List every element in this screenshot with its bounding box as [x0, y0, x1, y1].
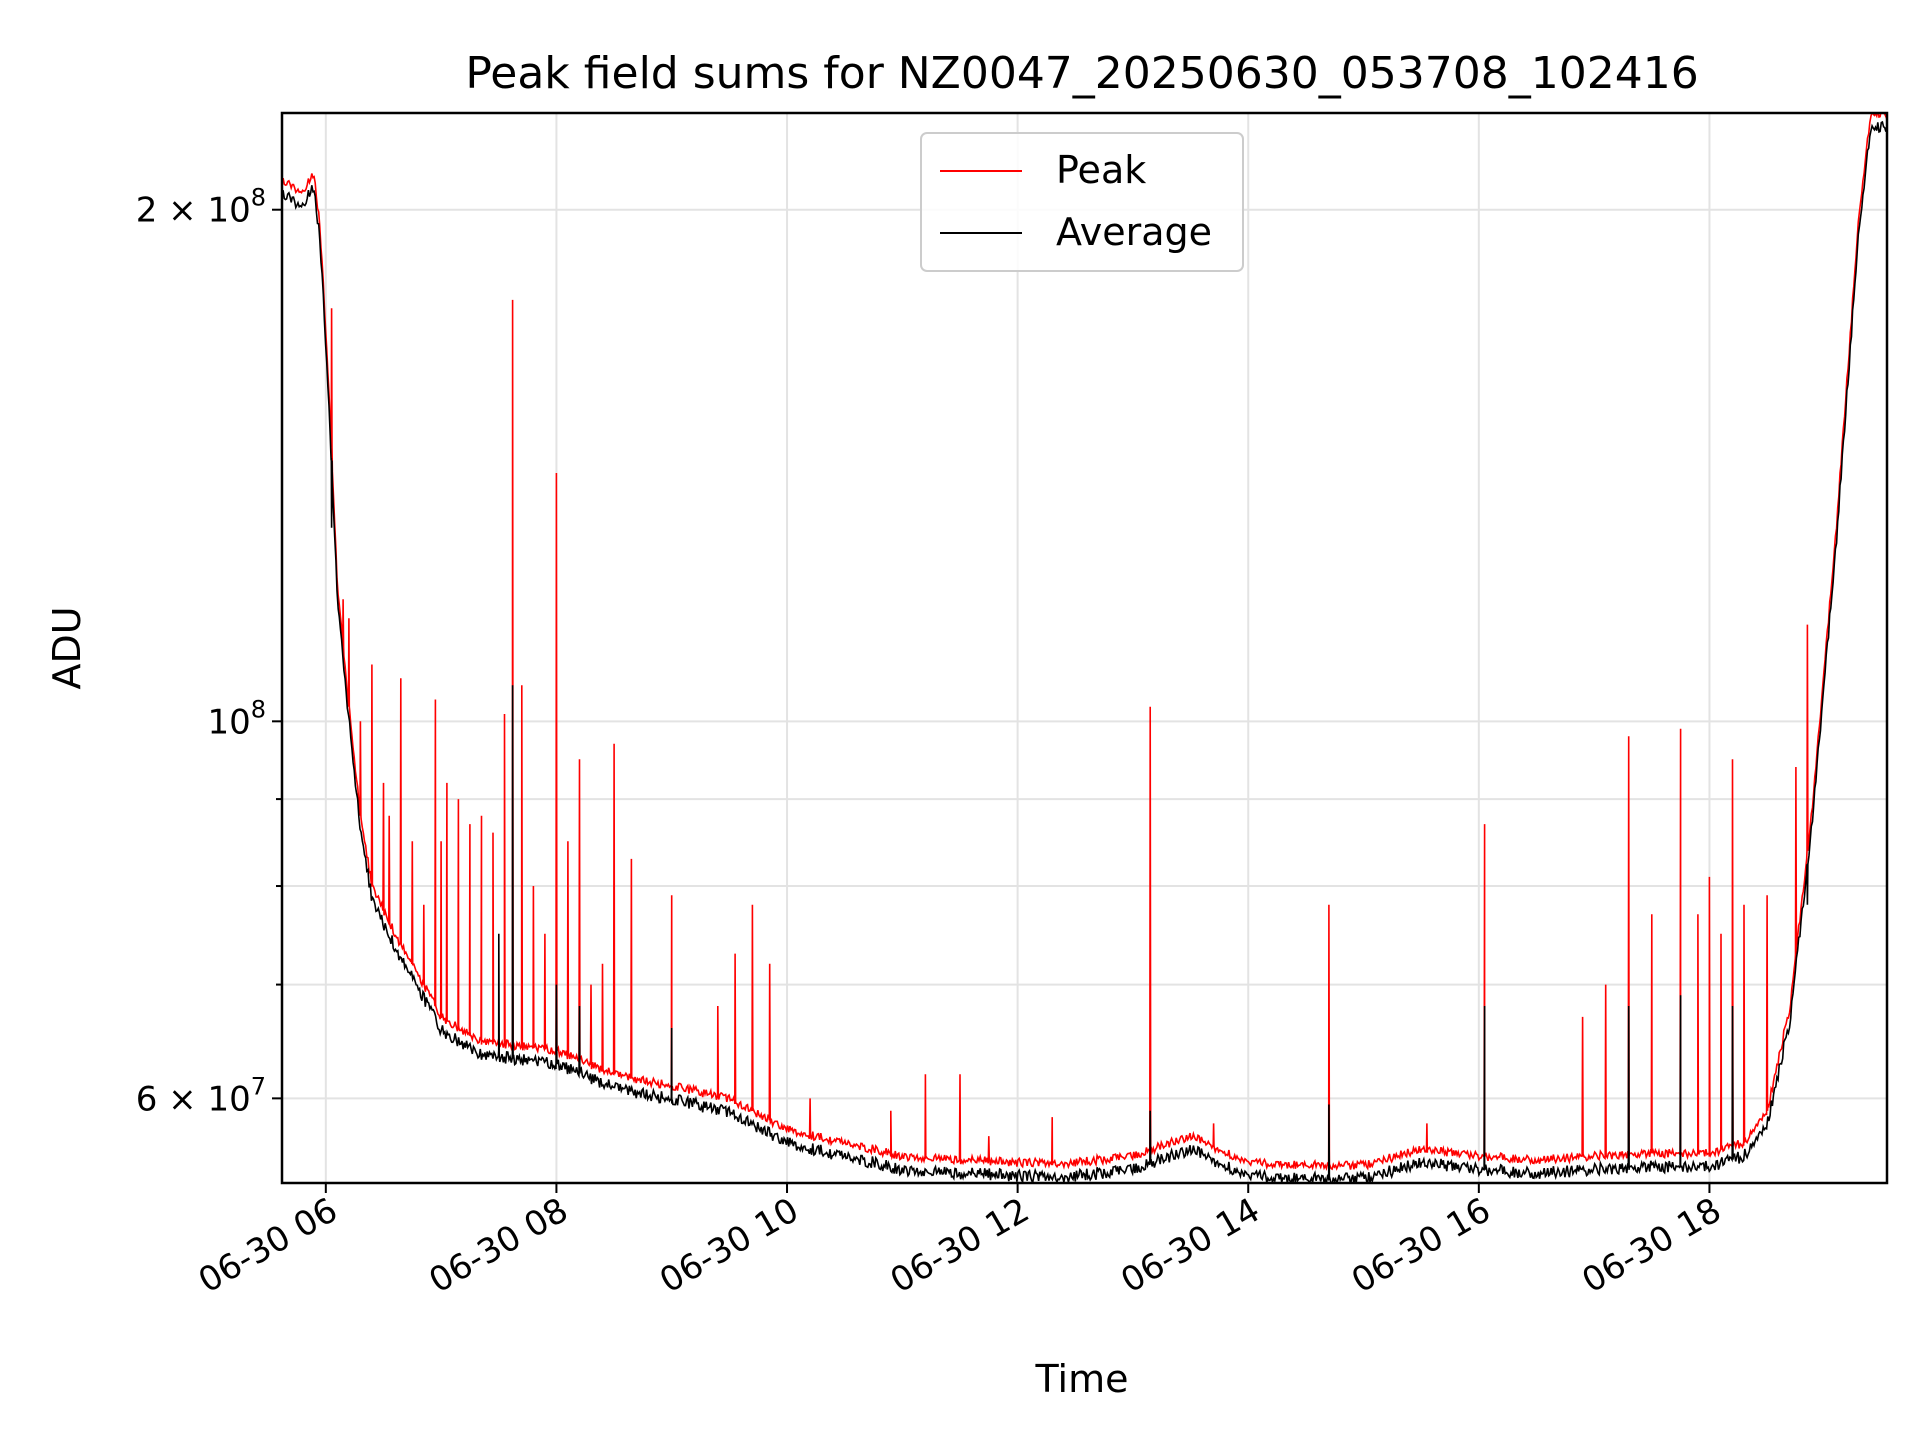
legend-label-average: Average	[1056, 210, 1212, 254]
legend-label-peak: Peak	[1056, 148, 1146, 192]
series-lines	[282, 113, 1887, 1183]
legend: Peak Average	[920, 132, 1244, 272]
chart-title: Peak field sums for NZ0047_20250630_0537…	[465, 48, 1698, 99]
legend-box	[920, 132, 1244, 272]
plot-frame	[280, 111, 1889, 1185]
series-line-average	[282, 120, 1887, 1183]
x-axis-label: Time	[1035, 1357, 1129, 1401]
y-axis-label: ADU	[45, 606, 89, 689]
series-line-peak	[282, 113, 1887, 1172]
y-tick-label: 6 × 107	[136, 1072, 266, 1119]
y-tick-label: 2 × 108	[136, 184, 266, 231]
